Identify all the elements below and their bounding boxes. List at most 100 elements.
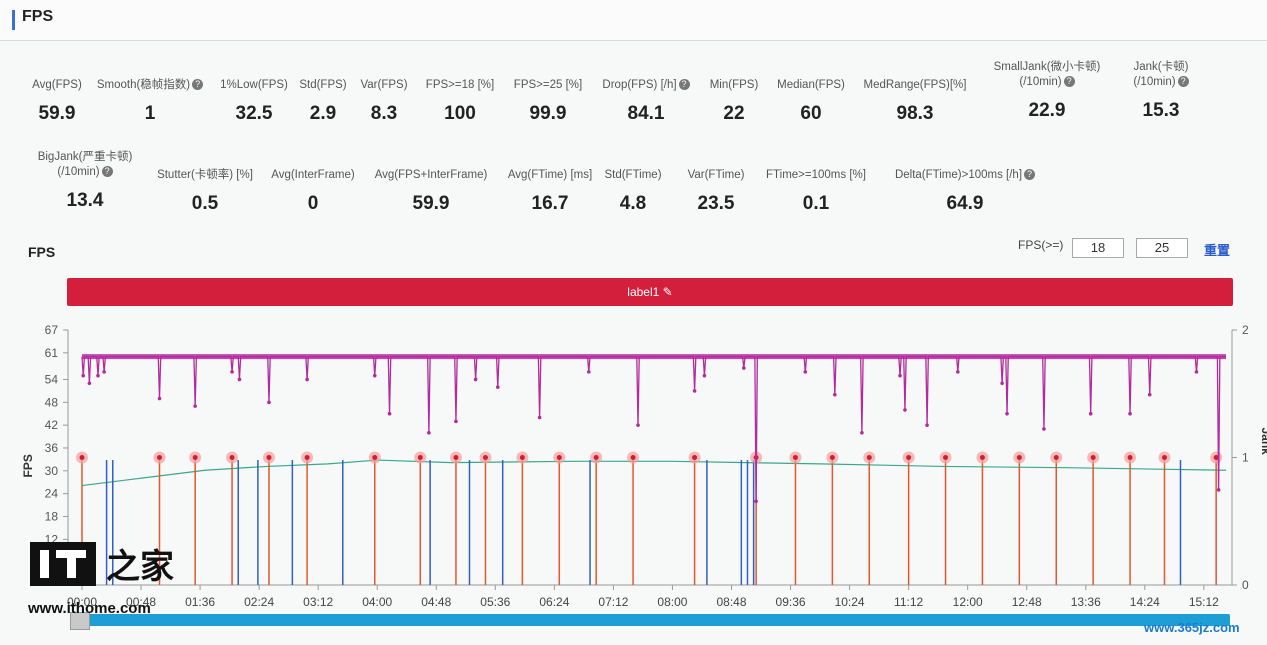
fps-dip-point	[87, 381, 92, 386]
fps-dip-point	[305, 377, 309, 382]
scrollbar-handle[interactable]	[70, 612, 90, 630]
metric-value: 60	[800, 103, 822, 124]
help-icon[interactable]: ?	[1024, 169, 1036, 181]
edit-pencil-icon[interactable]: ✎	[662, 285, 673, 299]
fps-threshold-input-1[interactable]: 18	[1072, 238, 1124, 258]
metric-value: 98.3	[896, 103, 934, 124]
fps-dip-point	[702, 373, 707, 378]
metric-label: FTime>=100ms [%]	[766, 169, 866, 181]
jank-marker	[156, 455, 162, 460]
label-bar[interactable]: label1 ✎	[67, 278, 1233, 306]
jank-marker	[630, 455, 636, 460]
metric-r2-3: Avg(FPS+InterFrame) 59.9	[351, 168, 511, 215]
metric-value: 59.9	[412, 193, 450, 214]
help-icon[interactable]: ?	[678, 79, 690, 91]
metric-value: 22	[723, 103, 745, 124]
fps-dip-point	[387, 411, 392, 416]
fps-dip-point	[102, 370, 106, 374]
metric-value: 64.9	[946, 193, 984, 214]
metric-value: 59.9	[38, 103, 76, 124]
fps-dip-point	[833, 392, 837, 397]
jank-marker	[417, 455, 423, 460]
metric-value: 1	[144, 103, 156, 124]
fps-dip-point	[587, 370, 591, 374]
metric-r2-1: Stutter(卡顿率) [%] 0.5	[125, 168, 285, 215]
y2-tick-label: 0	[1242, 578, 1249, 592]
y-tick-label: 24	[45, 487, 59, 501]
metric-value: 0	[307, 193, 319, 214]
label-bar-label: label1	[627, 285, 660, 299]
y-tick-label: 67	[45, 323, 59, 337]
fps-dip-point	[1128, 411, 1132, 416]
y-tick-label: 30	[45, 464, 59, 478]
metric-label-unit: (/10min)?	[1081, 75, 1241, 90]
jank-marker	[372, 455, 378, 460]
fps-threshold-label: FPS(>=)	[1018, 238, 1064, 252]
metric-r1-10: MedRange(FPS)[%] 98.3	[835, 78, 995, 125]
metric-label: Avg(FPS)	[32, 79, 82, 91]
jank-marker	[1213, 455, 1219, 460]
jank-marker	[79, 455, 85, 460]
x-tick-label: 06:24	[539, 595, 569, 609]
fps-dip-point	[1005, 411, 1009, 416]
metric-r2-7: FTime>=100ms [%] 0.1	[736, 168, 896, 215]
metric-label: Avg(InterFrame)	[271, 169, 355, 181]
metric-label: Var(FTime)	[687, 169, 745, 181]
fps-dip-point	[157, 396, 162, 401]
jank-marker	[829, 455, 835, 460]
y-tick-label: 36	[45, 441, 59, 455]
jank-marker	[556, 455, 562, 460]
metric-r1-12: Jank(卡顿) (/10min)? 15.3	[1081, 60, 1241, 122]
help-icon[interactable]: ?	[101, 166, 113, 178]
y-tick-label: 42	[45, 418, 59, 432]
metric-r1-8: Min(FPS) 22	[654, 78, 814, 125]
x-tick-label: 07:12	[598, 595, 628, 609]
metric-label: Std(FPS)	[299, 79, 347, 91]
metric-value: 99.9	[529, 103, 567, 124]
metric-r2-5: Std(FTime) 4.8	[553, 168, 713, 215]
x-tick-label: 04:48	[421, 595, 451, 609]
help-icon[interactable]: ?	[1063, 76, 1075, 88]
metric-label: Std(FTime)	[604, 169, 662, 181]
x-tick-label: 01:36	[185, 595, 215, 609]
jank-marker	[979, 455, 985, 460]
jank-marker	[1053, 455, 1059, 460]
header-accent-bar	[12, 10, 15, 30]
fps-dip-point	[754, 499, 758, 504]
fps-dip-point	[267, 400, 271, 405]
fps-dip-point	[495, 385, 500, 389]
x-tick-label: 10:24	[835, 595, 865, 609]
y2-tick-label: 2	[1242, 323, 1249, 337]
jank-marker	[1127, 455, 1133, 460]
fps-threshold-input-2[interactable]: 25	[1136, 238, 1188, 258]
svg-text:之家: 之家	[106, 547, 174, 587]
x-tick-label: 00:00	[67, 595, 97, 609]
help-icon[interactable]: ?	[192, 79, 204, 91]
reset-button[interactable]: 重置	[1204, 243, 1231, 258]
metric-r2-8: Delta(FTime)>100ms [/h]? 64.9	[885, 168, 1045, 215]
fps-dip-point	[1042, 427, 1046, 431]
metric-r1-1: Smooth(稳帧指数)? 1	[70, 78, 230, 125]
metric-label: Min(FPS)	[709, 79, 759, 91]
jank-marker	[866, 455, 872, 460]
fps-dip-point	[537, 415, 542, 420]
jank-marker	[453, 455, 459, 460]
fps-dip-point	[473, 377, 478, 382]
fps-dip-point	[741, 366, 746, 370]
jank-marker	[593, 455, 599, 460]
help-icon[interactable]: ?	[1177, 76, 1189, 88]
x-tick-label: 12:48	[1012, 595, 1042, 609]
y-tick-label: 48	[45, 395, 59, 409]
x-tick-label: 02:24	[244, 595, 274, 609]
metric-value: 2.9	[309, 103, 337, 124]
fps-dip-point	[96, 373, 100, 378]
metric-r1-9: Median(FPS) 60	[731, 78, 891, 125]
timeline-scrollbar[interactable]	[70, 614, 1230, 626]
fps-dip-point	[372, 373, 377, 378]
metric-r2-2: Avg(InterFrame) 0	[233, 168, 393, 215]
fps-dip-point	[237, 377, 242, 382]
metric-label: BigJank(严重卡顿)	[37, 151, 133, 163]
fps-dip-point	[1147, 392, 1152, 397]
metric-label-unit: (/10min)?	[5, 165, 165, 180]
ithome-logo-graphic: 之家	[30, 542, 174, 587]
